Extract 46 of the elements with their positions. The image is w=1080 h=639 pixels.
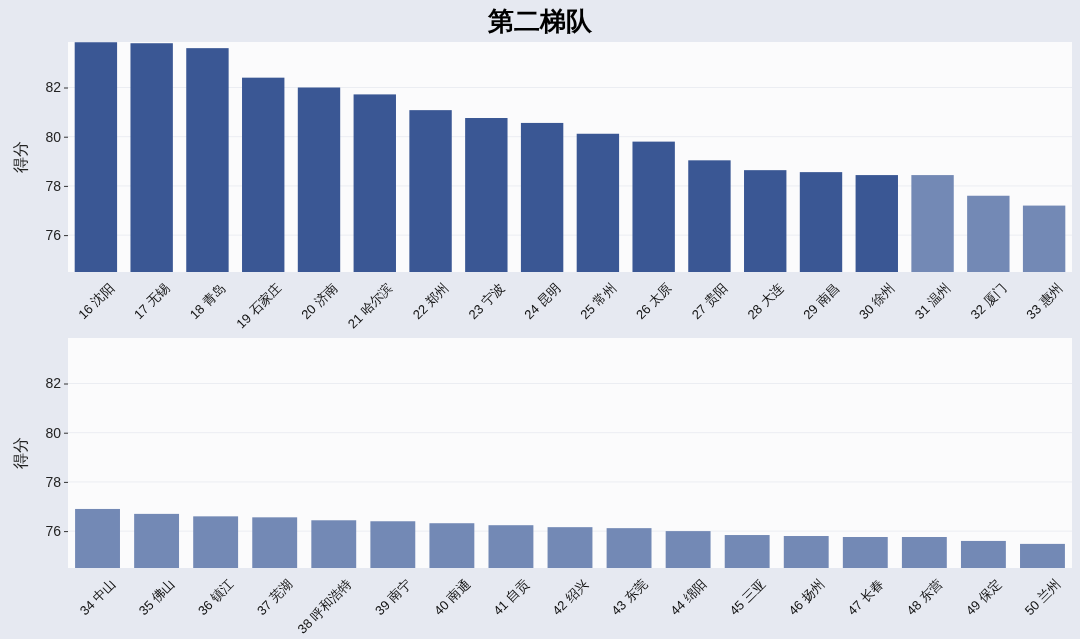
x-tick-label: 41 自贡 — [490, 576, 532, 619]
x-tick-label: 40 南通 — [431, 576, 473, 619]
x-tick-label: 48 东营 — [903, 576, 946, 619]
x-tick-label: 28 大连 — [744, 280, 787, 323]
x-tick-label: 23 宁波 — [465, 280, 508, 323]
y-tick-label: 76 — [45, 523, 62, 540]
y-tick-label: 80 — [45, 424, 62, 441]
x-tick-label: 32 厦门 — [967, 280, 1010, 323]
y-axis-title: 得分 — [11, 141, 30, 173]
x-tick-label: 30 徐州 — [856, 280, 898, 323]
x-tick-label: 38 呼和浩特 — [294, 576, 355, 637]
y-tick-label: 78 — [45, 177, 62, 194]
y-tick-label: 78 — [45, 473, 62, 490]
x-tick-label: 33 惠州 — [1023, 280, 1066, 323]
x-tick-label: 17 无锡 — [130, 280, 173, 323]
x-tick-label: 46 扬州 — [785, 576, 828, 619]
chart-title: 第二梯队 — [487, 6, 593, 36]
x-tick-label: 20 济南 — [298, 280, 341, 323]
x-tick-label: 27 贵阳 — [688, 280, 731, 323]
y-axis-title: 得分 — [11, 437, 30, 469]
x-tick-label: 43 东莞 — [608, 576, 651, 619]
x-tick-label: 49 保定 — [962, 576, 1005, 619]
x-tick-label: 36 镇江 — [194, 576, 237, 619]
x-tick-label: 22 郑州 — [409, 280, 452, 323]
x-tick-label: 18 青岛 — [186, 280, 229, 323]
x-tick-label: 25 常州 — [577, 280, 619, 323]
x-tick-label: 37 芜湖 — [253, 576, 296, 619]
y-tick-label: 80 — [45, 128, 62, 145]
y-tick-label: 82 — [45, 79, 62, 96]
x-tick-label: 31 温州 — [911, 280, 954, 323]
x-tick-label: 39 南宁 — [372, 576, 414, 619]
x-tick-label: 19 石家庄 — [233, 280, 285, 332]
x-tick-label: 21 哈尔滨 — [344, 280, 396, 332]
x-tick-label: 45 三亚 — [726, 576, 769, 619]
x-tick-label: 50 兰州 — [1021, 576, 1064, 619]
x-tick-label: 24 昆明 — [521, 280, 564, 323]
x-tick-label: 35 佛山 — [135, 576, 178, 619]
x-tick-label: 16 沈阳 — [75, 280, 117, 323]
y-tick-label: 76 — [45, 227, 62, 244]
x-tick-label: 44 绵阳 — [667, 576, 710, 619]
x-tick-label: 34 中山 — [76, 576, 119, 619]
x-tick-label: 47 长春 — [844, 576, 887, 619]
y-tick-label: 82 — [45, 375, 62, 392]
x-tick-label: 26 太原 — [632, 280, 675, 323]
x-tick-label: 29 南昌 — [800, 280, 843, 323]
x-tick-label: 42 绍兴 — [549, 576, 592, 619]
